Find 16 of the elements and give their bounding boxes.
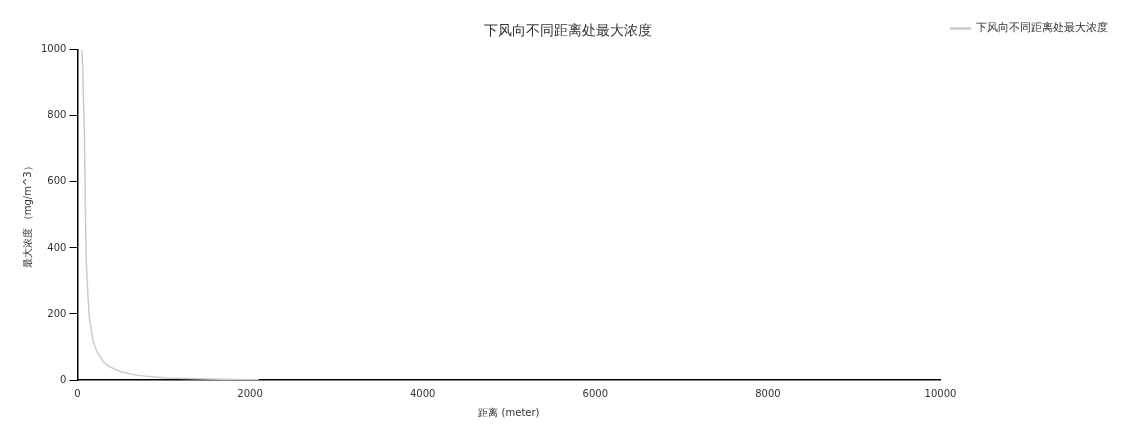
x-tick-label: 8000 <box>755 387 781 399</box>
y-tick-label: 600 <box>47 175 67 187</box>
x-tick-label: 2000 <box>237 387 263 399</box>
x-tick-label: 10000 <box>924 387 957 399</box>
y-tick-label: 200 <box>47 307 67 319</box>
x-tick-label: 6000 <box>582 387 609 399</box>
x-tick-label: 0 <box>74 387 81 399</box>
x-axis-title: 距离 (meter) <box>478 406 540 418</box>
y-axis-title: 最大浓度 （mg/m^3） <box>21 161 33 269</box>
y-tick-label: 400 <box>47 241 67 253</box>
y-tick-label: 0 <box>60 373 67 385</box>
y-tick-label: 1000 <box>41 43 67 55</box>
legend-label: 下风向不同距离处最大浓度 <box>976 21 1108 35</box>
y-tick-label: 800 <box>47 109 67 121</box>
chart-title: 下风向不同距离处最大浓度 <box>484 22 652 39</box>
x-tick-label: 4000 <box>409 387 436 399</box>
